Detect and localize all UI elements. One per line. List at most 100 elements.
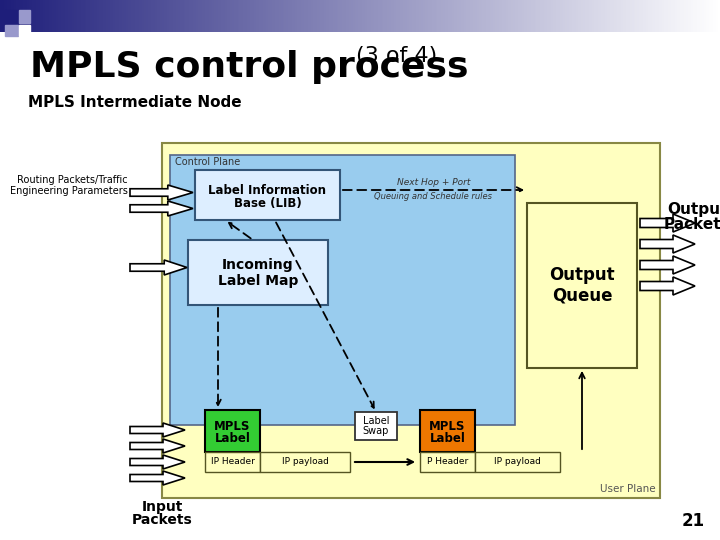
Bar — [311, 0, 314, 32]
Text: Output: Output — [549, 267, 615, 285]
Bar — [20, 0, 22, 32]
Bar — [554, 0, 557, 32]
Bar — [302, 0, 305, 32]
Bar — [232, 0, 235, 32]
Bar — [347, 0, 350, 32]
Bar — [202, 0, 204, 32]
Bar — [395, 0, 397, 32]
Bar — [616, 0, 618, 32]
Bar — [86, 0, 89, 32]
Bar — [364, 0, 366, 32]
Bar — [205, 410, 260, 452]
Bar — [594, 0, 596, 32]
Bar — [315, 0, 318, 32]
Bar — [19, 25, 30, 36]
Bar — [587, 0, 589, 32]
Bar — [459, 0, 462, 32]
Bar — [239, 0, 242, 32]
Bar — [53, 0, 55, 32]
Bar — [400, 0, 402, 32]
Bar — [534, 0, 537, 32]
Bar — [40, 0, 42, 32]
Bar — [666, 0, 668, 32]
Bar — [194, 0, 197, 32]
Bar — [497, 0, 499, 32]
Bar — [186, 0, 188, 32]
Bar — [690, 0, 692, 32]
Bar — [171, 0, 174, 32]
Bar — [223, 0, 225, 32]
Bar — [344, 0, 346, 32]
Text: IP Header: IP Header — [210, 457, 254, 467]
Bar — [647, 0, 649, 32]
Bar — [158, 0, 161, 32]
Bar — [205, 452, 260, 472]
Bar — [428, 0, 431, 32]
Bar — [313, 0, 315, 32]
Bar — [145, 0, 148, 32]
Bar — [601, 0, 603, 32]
Bar — [148, 0, 150, 32]
Bar — [583, 0, 585, 32]
Bar — [132, 0, 134, 32]
Bar — [407, 0, 409, 32]
Bar — [101, 0, 103, 32]
Bar — [328, 0, 330, 32]
Bar — [329, 0, 332, 32]
Bar — [29, 0, 31, 32]
Bar — [189, 0, 192, 32]
Bar — [526, 0, 528, 32]
Bar — [410, 0, 413, 32]
Text: Packets: Packets — [132, 513, 192, 527]
Bar — [603, 0, 606, 32]
Bar — [612, 0, 614, 32]
Text: P Header: P Header — [427, 457, 468, 467]
Bar — [304, 0, 307, 32]
Bar — [54, 0, 56, 32]
Bar — [623, 0, 625, 32]
Bar — [301, 0, 303, 32]
Bar — [448, 0, 451, 32]
Text: Output: Output — [667, 202, 720, 217]
Bar — [639, 0, 642, 32]
Bar — [673, 0, 675, 32]
Bar — [423, 0, 426, 32]
Bar — [648, 0, 650, 32]
Bar — [517, 0, 519, 32]
Bar — [563, 0, 566, 32]
Bar — [373, 0, 375, 32]
Bar — [198, 0, 200, 32]
Bar — [25, 0, 27, 32]
Bar — [454, 0, 456, 32]
Bar — [85, 0, 87, 32]
Bar — [455, 0, 458, 32]
Bar — [294, 0, 296, 32]
Text: MPLS: MPLS — [215, 420, 251, 433]
Bar — [97, 0, 99, 32]
Bar — [385, 0, 387, 32]
Bar — [83, 0, 85, 32]
Bar — [260, 452, 350, 472]
Bar — [467, 0, 469, 32]
Bar — [6, 0, 8, 32]
Bar — [464, 0, 467, 32]
Bar — [481, 0, 483, 32]
Bar — [107, 0, 109, 32]
Bar — [577, 0, 580, 32]
Bar — [209, 0, 211, 32]
Bar — [522, 0, 524, 32]
Bar — [49, 0, 51, 32]
Bar — [215, 0, 217, 32]
Bar — [47, 0, 49, 32]
Bar — [295, 0, 297, 32]
Bar — [71, 0, 73, 32]
Bar — [425, 0, 427, 32]
Bar — [551, 0, 553, 32]
Bar — [117, 0, 120, 32]
Bar — [323, 0, 325, 32]
Bar — [207, 0, 210, 32]
Polygon shape — [130, 455, 185, 469]
Bar — [567, 0, 570, 32]
Bar — [79, 0, 81, 32]
Bar — [486, 0, 488, 32]
